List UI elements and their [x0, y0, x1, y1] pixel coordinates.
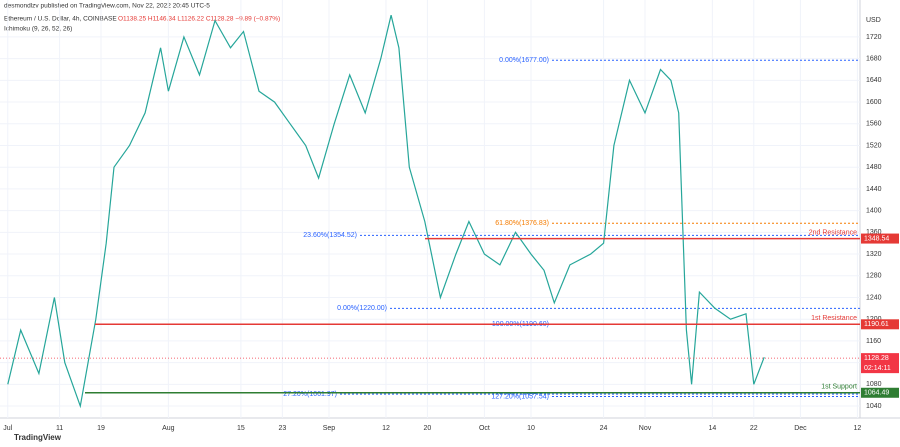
x-tick-label: 14 — [708, 425, 716, 432]
level-box — [861, 233, 899, 244]
current-price-box — [861, 353, 899, 374]
x-tick-label: 15 — [237, 425, 245, 432]
x-tick-label: Dec — [794, 425, 807, 432]
fib-label: 27.20%(1061.97) — [283, 391, 337, 398]
watermark: TradingView — [14, 433, 62, 442]
x-tick-label: Jul — [3, 425, 12, 432]
y-tick-label: 1080 — [866, 381, 882, 388]
x-tick-label: Oct — [479, 425, 490, 432]
level-box — [861, 319, 899, 330]
x-tick-label: Sep — [323, 425, 336, 432]
countdown: 02:14:11 — [864, 365, 891, 372]
y-tick-label: 1640 — [866, 77, 882, 84]
level-value: 1190.61 — [864, 321, 889, 328]
y-tick-label: 1040 — [866, 403, 882, 410]
y-tick-label: 1480 — [866, 164, 882, 171]
price-line — [7, 15, 765, 409]
fib-label: 0.00%(1220.00) — [337, 305, 387, 312]
symbol: Ethereum / U.S. Dollar, 4h, COINBASE — [4, 16, 117, 23]
y-tick-label: 1720 — [866, 34, 882, 41]
x-tick-label: 12 — [382, 425, 390, 432]
fib-label: 127.20%(1057.54) — [491, 393, 549, 400]
level-value: 1348.54 — [864, 235, 889, 242]
level-value: 1064.49 — [864, 390, 889, 397]
level-label: 1st Support — [821, 384, 857, 391]
fib-label: 0.00%(1677.00) — [499, 57, 549, 64]
x-tick-label: 23 — [278, 425, 286, 432]
ohlc: O1138.25 H1146.34 L1126.22 C1128.28 −9.8… — [118, 16, 280, 23]
level-label: 2nd Resistance — [809, 229, 857, 236]
x-tick-label: 20 — [424, 425, 432, 432]
y-tick-label: 1400 — [866, 207, 882, 214]
fib-label: 61.80%(1376.83) — [495, 220, 549, 227]
x-tick-label: Aug — [162, 425, 175, 432]
publisher: desmondlzv published on TradingView.com,… — [4, 3, 210, 10]
y-tick-label: 1320 — [866, 251, 882, 258]
x-tick-label: 12 — [854, 425, 862, 432]
x-tick-label: 22 — [750, 425, 758, 432]
y-tick-label: 1240 — [866, 294, 882, 301]
y-tick-label: 1560 — [866, 121, 882, 128]
level-box — [861, 387, 899, 398]
y-tick-label: 1440 — [866, 186, 882, 193]
y-tick-label: 1280 — [866, 273, 882, 280]
y-tick-label: 1600 — [866, 99, 882, 106]
y-tick-label: 1680 — [866, 55, 882, 62]
x-tick-label: 24 — [600, 425, 608, 432]
x-tick-label: Nov — [639, 425, 652, 432]
x-tick-label: 10 — [527, 425, 535, 432]
level-label: 1st Resistance — [811, 315, 857, 322]
current-price-value: 1128.28 — [864, 355, 889, 362]
x-tick-label: 11 — [56, 425, 63, 432]
y-tick-label: 1520 — [866, 142, 882, 149]
y-tick-label: 1160 — [866, 338, 881, 345]
y-tick-label: 1360 — [866, 229, 882, 236]
x-tick-label: 19 — [97, 425, 105, 432]
fib-label: 23.60%(1354.52) — [303, 232, 357, 239]
indicator: Ichimoku (9, 26, 52, 26) — [4, 26, 72, 33]
y-unit: USD — [866, 17, 881, 24]
